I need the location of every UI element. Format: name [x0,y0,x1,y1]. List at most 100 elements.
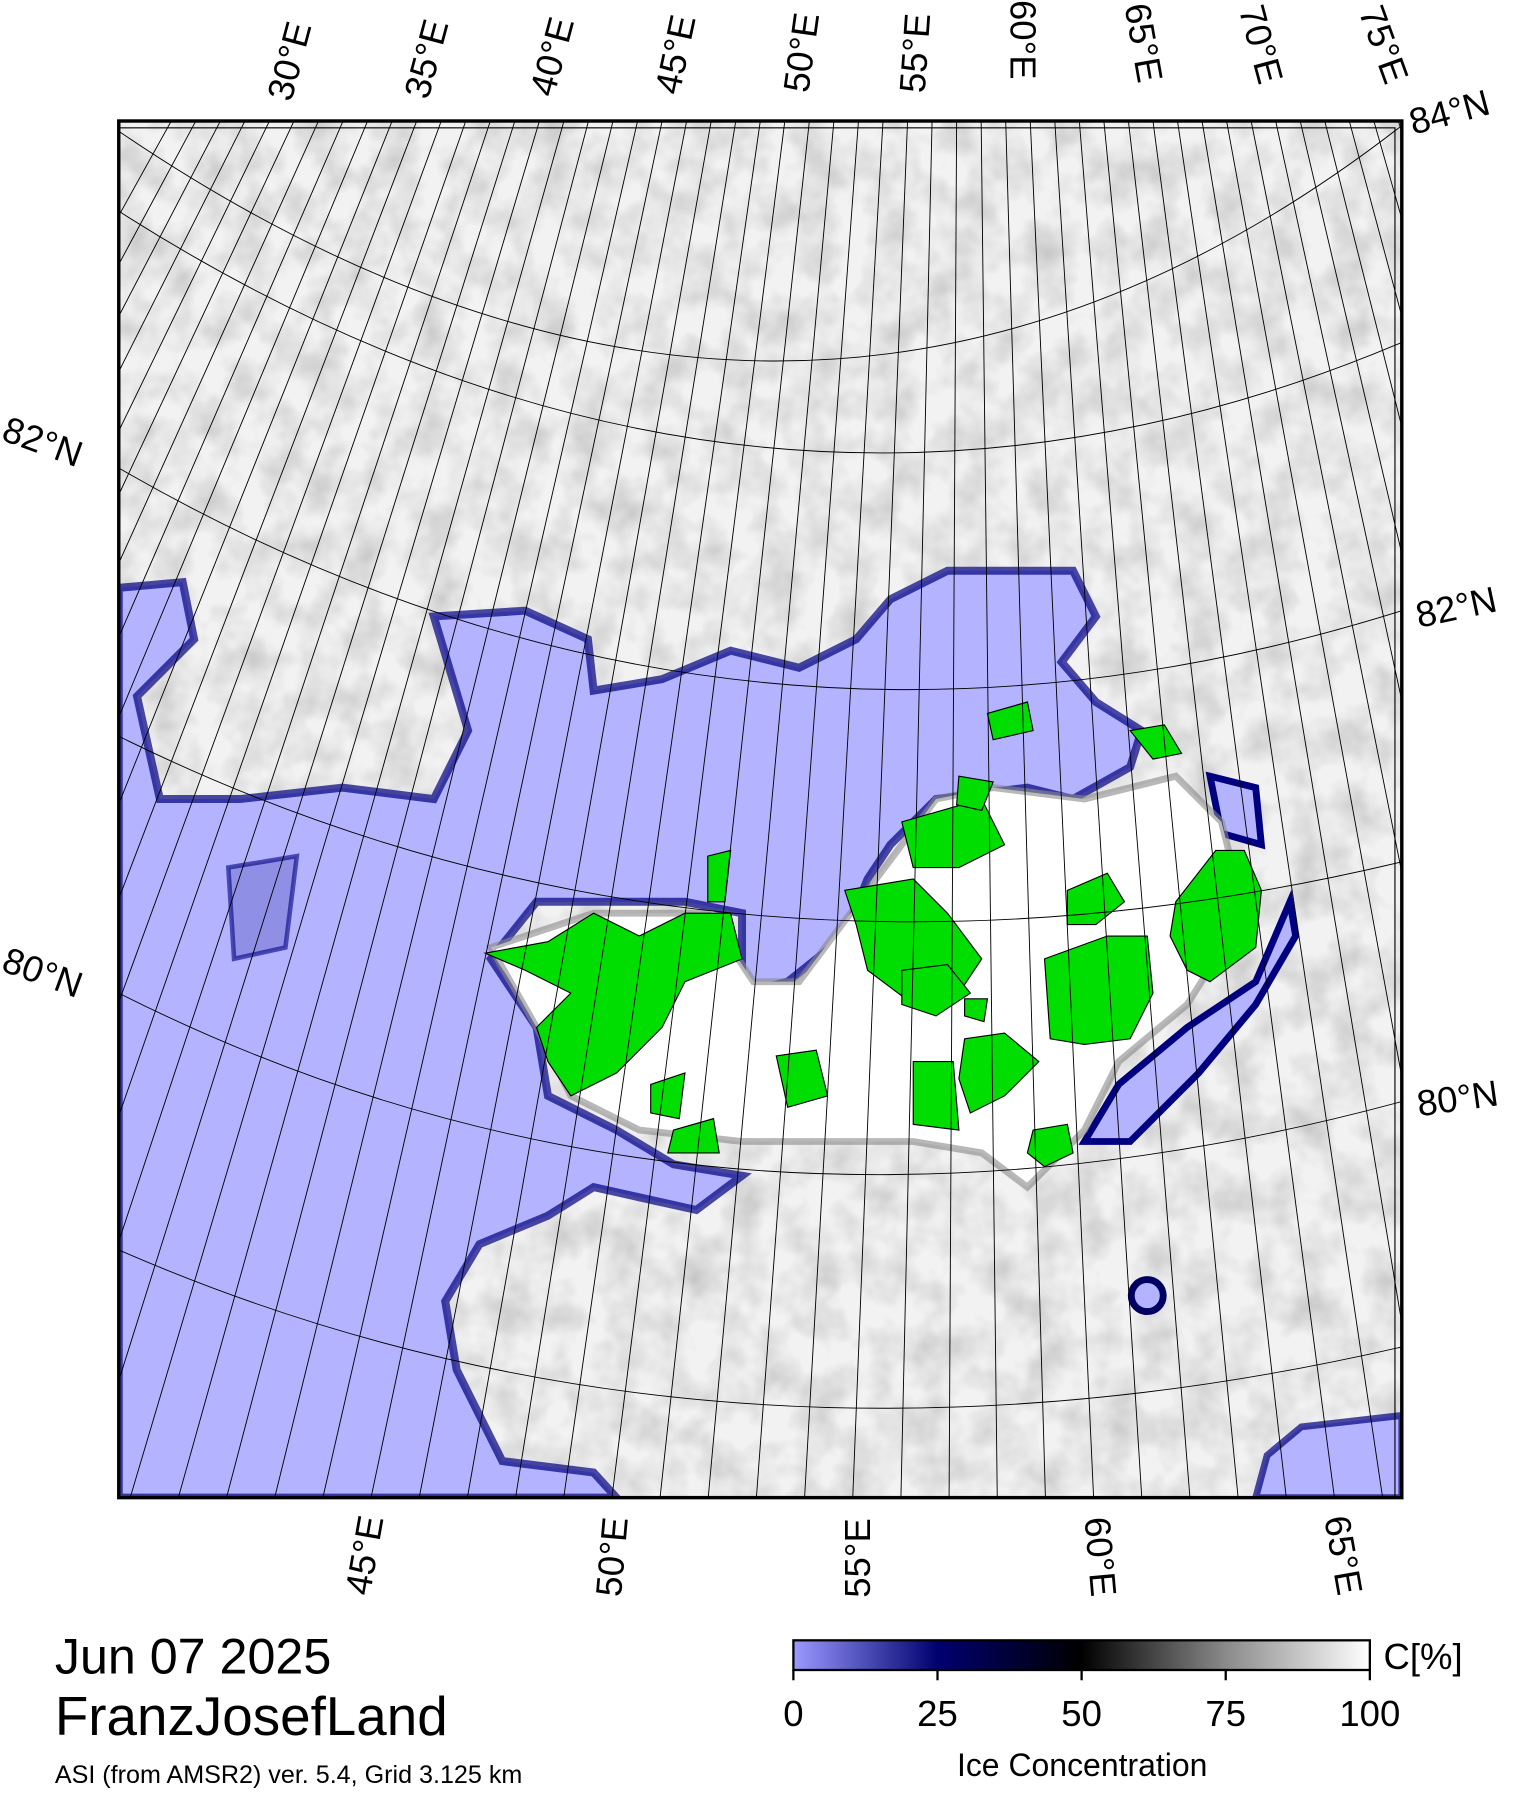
lat-label: 82°N [0,408,88,474]
meridian [1029,120,1095,1498]
meridian [1103,120,1239,1498]
meridian [515,120,737,1498]
island [667,1117,720,1154]
meridian [418,120,688,1498]
meridian [118,120,467,1118]
meridian [226,120,589,1498]
meridian [118,120,344,639]
meridian [1201,120,1402,1326]
meridian [659,120,810,1498]
meridian [1447,121,1516,1498]
parallel [118,735,1402,923]
lon-label: 40°E [522,13,582,100]
meridian [118,120,442,1004]
colorbar-tick-label: 25 [917,1693,958,1734]
meridian [1423,121,1516,1498]
meridian [118,120,516,1383]
lon-label: 35°E [396,15,456,102]
lon-label: 60°E [1076,1515,1124,1598]
parallel [118,125,1402,362]
meridian [118,120,491,1243]
lon-label: 65°E [1316,1512,1370,1597]
parallel [118,1249,1402,1409]
lat-label: 82°N [1412,579,1500,636]
meridian [118,120,246,373]
source: ASI (from AMSR2) ver. 5.4, Grid 3.125 km [55,1761,522,1789]
lon-label: 55°E [837,1518,878,1598]
island [964,998,989,1023]
island [1026,1123,1074,1168]
lat-label: 84°N [1405,82,1494,143]
meridian [1397,120,1402,134]
open-water [118,566,1147,1498]
meridian [1054,120,1143,1498]
meridian [118,120,393,806]
meridian [118,120,369,719]
island [1169,849,1262,983]
meridian [118,120,270,433]
colorbar-unit: C[%] [1384,1636,1463,1677]
colorbar-gradient [792,1639,1371,1672]
top-labels: 30°E 35°E 40°E 45°E 50°E 55°E 60°E 65°E … [259,0,1416,105]
meridian [1497,121,1516,1498]
meridian [118,120,418,900]
meridian [322,120,639,1498]
graticule [118,120,1516,1498]
colorbar-tick-label: 75 [1205,1693,1246,1734]
meridian [1275,120,1402,703]
lon-label: 50°E [588,1515,636,1598]
bottom-labels: 45°E 50°E 55°E 60°E 65°E [337,1512,1370,1598]
island [650,1072,686,1120]
parallel [118,992,1402,1176]
meridian [707,120,835,1498]
meridian [1324,120,1402,429]
island [956,775,994,812]
meridian [1472,121,1516,1498]
lon-label: 75°E [1351,0,1417,89]
island [901,963,972,1017]
lat-label: 80°N [0,939,88,1005]
meridian [1127,120,1287,1498]
meridian [1299,120,1402,556]
colorbar-title: Ice Concentration [957,1747,1207,1783]
lon-label: 45°E [337,1512,391,1597]
lon-label: 60°E [1002,0,1043,80]
meridian [611,120,786,1498]
meridian [370,120,663,1498]
meridian [948,120,958,1498]
meridian [1250,120,1402,875]
meridian [852,120,908,1498]
lon-label: 50°E [776,10,828,95]
meridian [900,120,933,1498]
region: FranzJosefLand [55,1685,448,1747]
meridian [1078,120,1191,1498]
map-area [118,120,1516,1498]
colorbar-tick-label: 0 [783,1693,803,1734]
meridian [1177,120,1384,1498]
colorbar-tick-label: 50 [1061,1693,1102,1734]
island [986,701,1034,741]
colorbar: C[%] Ice Concentration 0 25 50 75 100 [783,1636,1462,1783]
parallel [118,467,1402,691]
colorbar-tick-label: 100 [1339,1693,1400,1734]
meridian [1152,120,1335,1498]
lon-label: 45°E [647,11,704,97]
meridian [274,120,614,1498]
meridian [1226,120,1402,1080]
island [1129,724,1183,760]
lon-label: 65°E [1117,0,1171,85]
lat-label: 80°N [1414,1072,1501,1124]
polynya [225,853,300,962]
island [912,1061,960,1131]
meridian [129,120,540,1498]
meridian [755,120,859,1498]
meridian [118,120,319,565]
map-frame-inner [118,127,1396,1499]
lon-label: 30°E [259,17,319,104]
polynya [1127,1276,1167,1315]
island [958,1032,1040,1114]
parallel [118,210,1402,454]
meridian [804,120,884,1498]
lon-label: 55°E [892,12,938,94]
